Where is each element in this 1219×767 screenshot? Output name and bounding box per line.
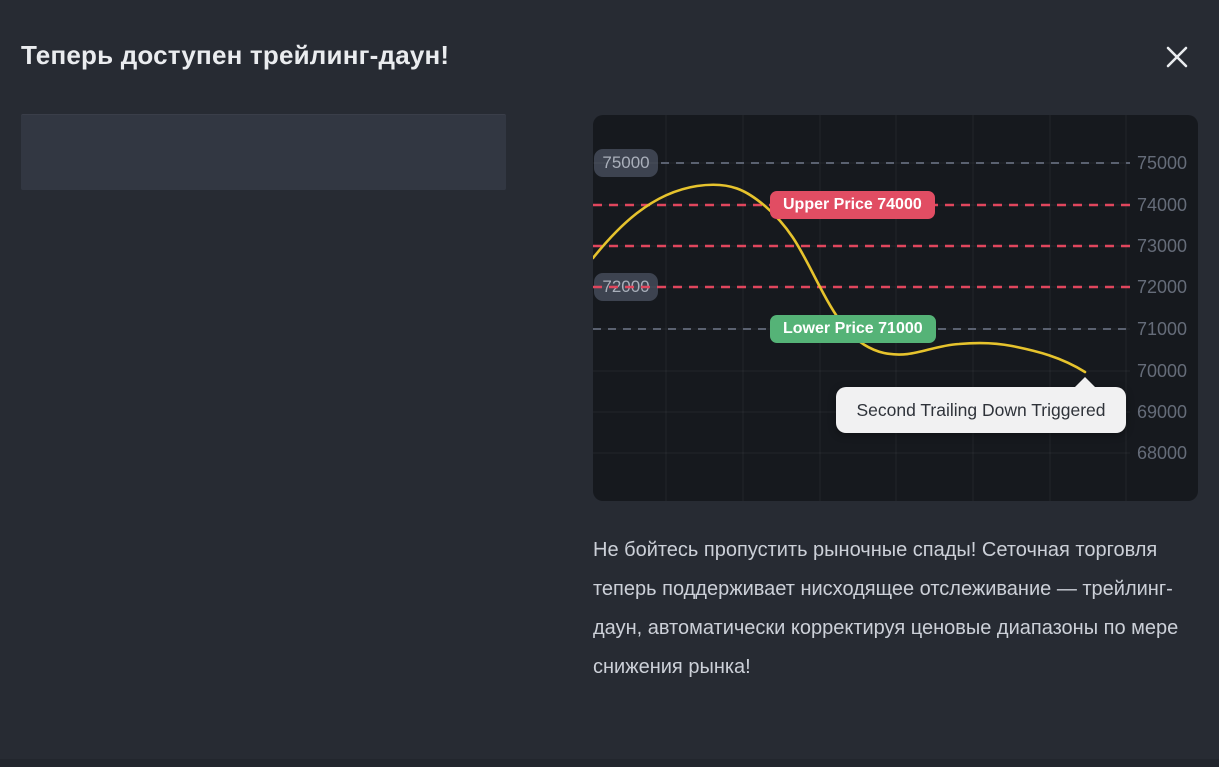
- y-axis-label: 71000: [1137, 319, 1188, 339]
- price-curve-plot: [593, 115, 1130, 501]
- page-title: Теперь доступен трейлинг-даун!: [21, 40, 450, 70]
- trailing-down-chart: 75000 72000: [593, 115, 1198, 501]
- y-axis-label: 70000: [1137, 361, 1188, 381]
- close-icon: [1163, 43, 1191, 71]
- price-line: [593, 183, 1087, 374]
- y-axis-label: 72000: [1137, 277, 1188, 297]
- trigger-tooltip: Second Trailing Down Triggered: [836, 377, 1126, 433]
- left-price-tag-75000: 75000: [594, 149, 658, 177]
- y-axis-label: 74000: [1137, 195, 1188, 215]
- feature-description: Не бойтесь пропустить рыночные спады! Се…: [593, 539, 1179, 678]
- upper-price-badge: Upper Price 74000: [770, 191, 935, 219]
- y-axis-label: 73000: [1137, 236, 1188, 256]
- close-button[interactable]: [1161, 41, 1193, 73]
- y-axis-label: 68000: [1137, 443, 1188, 463]
- y-axis-label: 69000: [1137, 402, 1188, 422]
- y-axis-label: 75000: [1137, 153, 1188, 173]
- content-placeholder-box: [21, 114, 506, 190]
- modal-bottom-edge: [0, 759, 1219, 767]
- lower-price-badge: Lower Price 71000: [770, 315, 936, 343]
